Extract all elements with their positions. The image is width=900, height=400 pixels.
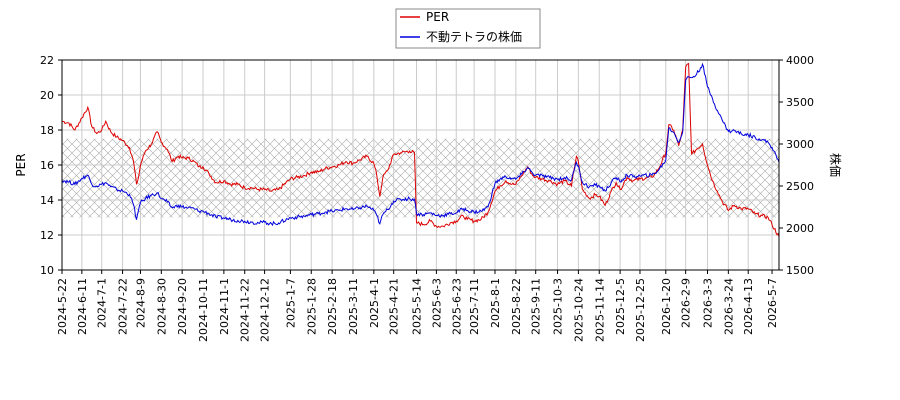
x-tick-label: 2025-9-11	[530, 278, 543, 335]
y-left-tick-label: 16	[40, 159, 54, 172]
x-tick-label: 2025-10-3	[552, 278, 565, 335]
legend-label-per: PER	[426, 10, 449, 24]
x-tick-label: 2024-6-11	[76, 278, 89, 335]
x-tick-label: 2025-2-18	[326, 278, 339, 335]
stock-price-line	[62, 62, 779, 227]
x-tick-label: 2025-4-21	[388, 278, 401, 335]
y-right-tick-label: 1500	[786, 264, 814, 277]
y-right-axis-title: 株価	[828, 153, 843, 177]
y-left-tick-label: 20	[40, 89, 54, 102]
y-left-axis-title: PER	[14, 153, 28, 176]
x-tick-label: 2026-5-7	[766, 278, 779, 328]
x-tick-label: 2025-4-1	[368, 278, 381, 328]
x-tick-label: 2024-5-22	[56, 278, 69, 335]
x-tick-label: 2026-4-13	[742, 278, 755, 335]
per-line	[62, 62, 779, 237]
x-tick-label: 2025-7-11	[468, 278, 481, 335]
legend-box	[395, 8, 541, 49]
x-tick-label: 2024-11-22	[239, 278, 252, 342]
x-tick-label: 2025-10-24	[572, 278, 585, 342]
y-left-tick-label: 12	[40, 229, 54, 242]
y-right-tick-label: 2000	[786, 222, 814, 235]
x-tick-label: 2024-7-22	[117, 278, 130, 335]
x-tick-label: 2025-3-11	[347, 278, 360, 335]
series-lines	[62, 62, 779, 237]
x-tick-label: 2024-9-20	[176, 278, 189, 335]
y-left-tick-label: 14	[40, 194, 54, 207]
x-tick-label: 2025-8-1	[489, 278, 502, 328]
x-tick-label: 2024-8-9	[134, 278, 147, 328]
x-tick-label: 2026-2-9	[680, 278, 693, 328]
x-tick-label: 2025-1-28	[305, 278, 318, 335]
x-tick-label: 2025-1-7	[284, 278, 297, 328]
x-tick-label: 2025-11-14	[593, 278, 606, 342]
x-tick-label: 2025-8-22	[510, 278, 523, 335]
y-right-tick-label: 2500	[786, 180, 814, 193]
x-tick-label: 2025-6-23	[450, 278, 463, 335]
x-tick-label: 2026-1-20	[660, 278, 673, 335]
x-tick-label: 2024-11-1	[218, 278, 231, 335]
x-tick-label: 2024-10-11	[197, 278, 210, 342]
x-tick-label: 2025-12-25	[634, 278, 647, 342]
y-right-tick-label: 3500	[786, 96, 814, 109]
x-tick-label: 2025-5-14	[411, 278, 424, 335]
legend-label-stock-price: 不動テトラの株価	[426, 29, 522, 44]
y-right-tick-label: 3000	[786, 138, 814, 151]
x-tick-label: 2026-3-3	[701, 278, 714, 328]
y-left-tick-label: 10	[40, 264, 54, 277]
x-tick-label: 2024-8-30	[155, 278, 168, 335]
legend: PER 不動テトラの株価	[395, 8, 541, 49]
reference-band-group	[62, 138, 779, 218]
y-left-tick-label: 18	[40, 124, 54, 137]
y-right-tick-label: 4000	[786, 54, 814, 67]
axes: 10 12 14 16 18 20 22 1500 2000 2500 3000 3500 4000 20…	[40, 54, 814, 342]
x-tick-label: 2024-7-1	[96, 278, 109, 328]
x-tick-label: 2024-12-12	[259, 278, 272, 342]
y-left-tick-label: 22	[40, 54, 54, 67]
x-tick-label: 2025-6-3	[430, 278, 443, 328]
x-tick-label: 2026-3-24	[722, 278, 735, 335]
reference-band	[62, 138, 779, 218]
x-tick-label: 2025-12-5	[614, 278, 627, 335]
